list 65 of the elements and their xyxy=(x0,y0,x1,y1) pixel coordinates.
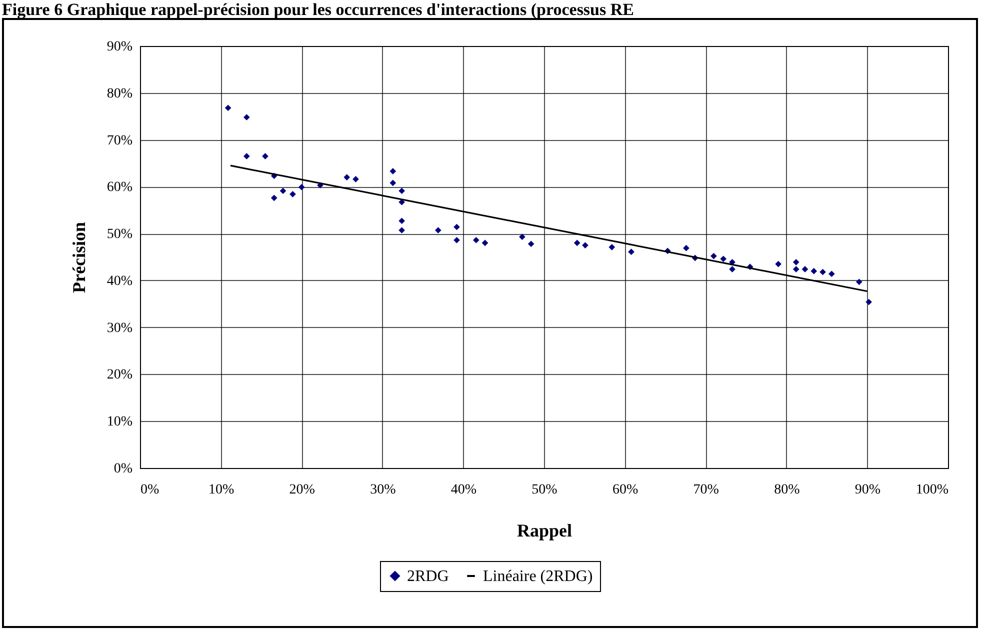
x-tick-label: 70% xyxy=(693,482,720,498)
point xyxy=(482,240,488,246)
y-tick-label: 20% xyxy=(106,368,133,383)
point xyxy=(866,298,872,306)
x-tick-label: 100% xyxy=(916,482,949,498)
y-tick-label: 50% xyxy=(106,227,133,242)
x-tick-label: 0% xyxy=(140,482,160,498)
x-axis-title: Rappel xyxy=(516,520,572,540)
point xyxy=(298,184,305,190)
point xyxy=(224,104,232,112)
point xyxy=(519,234,526,240)
x-tick-label: 80% xyxy=(774,482,800,498)
point xyxy=(390,168,396,174)
point xyxy=(710,252,717,260)
x-tick-label: 20% xyxy=(289,482,316,498)
point xyxy=(454,236,460,244)
x-tick-label: 50% xyxy=(532,482,558,498)
point xyxy=(243,153,250,160)
x-tick-label: 30% xyxy=(370,482,396,498)
point xyxy=(280,188,286,194)
y-tick-label: 60% xyxy=(106,180,133,196)
y-tick-label: 80% xyxy=(106,86,133,102)
x-tick-label: 10% xyxy=(208,482,234,498)
point xyxy=(270,194,278,202)
point xyxy=(574,240,580,246)
point xyxy=(628,248,634,256)
point xyxy=(398,218,405,224)
legend-label: 2RDG xyxy=(407,568,450,585)
point xyxy=(262,153,268,160)
y-tick-label: 0% xyxy=(114,462,133,476)
y-tick-label: 90% xyxy=(106,40,133,54)
y-tick-label: 70% xyxy=(106,133,133,148)
chart-title: Figure 6 Graphique rappel-précision pour les occurrences d'interactions (processus RE xyxy=(2,0,634,19)
legend-label: Linéaire (2RDG) xyxy=(483,568,593,585)
y-tick-label: 40% xyxy=(106,274,133,289)
point xyxy=(398,227,405,234)
point xyxy=(454,224,460,230)
y-tick-label: 10% xyxy=(106,414,133,430)
point xyxy=(472,236,480,244)
x-tick-label: 40% xyxy=(450,482,477,498)
point xyxy=(792,266,800,272)
point xyxy=(344,174,350,180)
point xyxy=(290,191,296,198)
point xyxy=(729,266,736,272)
point xyxy=(390,180,396,186)
point xyxy=(582,242,588,248)
point xyxy=(792,258,800,266)
point xyxy=(608,244,616,250)
point xyxy=(802,266,808,272)
point xyxy=(856,278,862,286)
point xyxy=(434,227,442,234)
point xyxy=(398,188,405,194)
point xyxy=(828,270,835,278)
point xyxy=(352,176,359,182)
x-tick-label: 60% xyxy=(612,482,638,498)
point xyxy=(810,268,818,274)
point xyxy=(683,244,690,252)
point xyxy=(243,114,250,120)
y-tick-label: 30% xyxy=(106,320,133,336)
y-axis-title: Précision xyxy=(68,222,89,293)
point xyxy=(720,256,727,262)
point xyxy=(775,260,782,268)
point xyxy=(528,240,534,248)
point xyxy=(820,268,826,276)
x-tick-label: 90% xyxy=(854,482,881,498)
